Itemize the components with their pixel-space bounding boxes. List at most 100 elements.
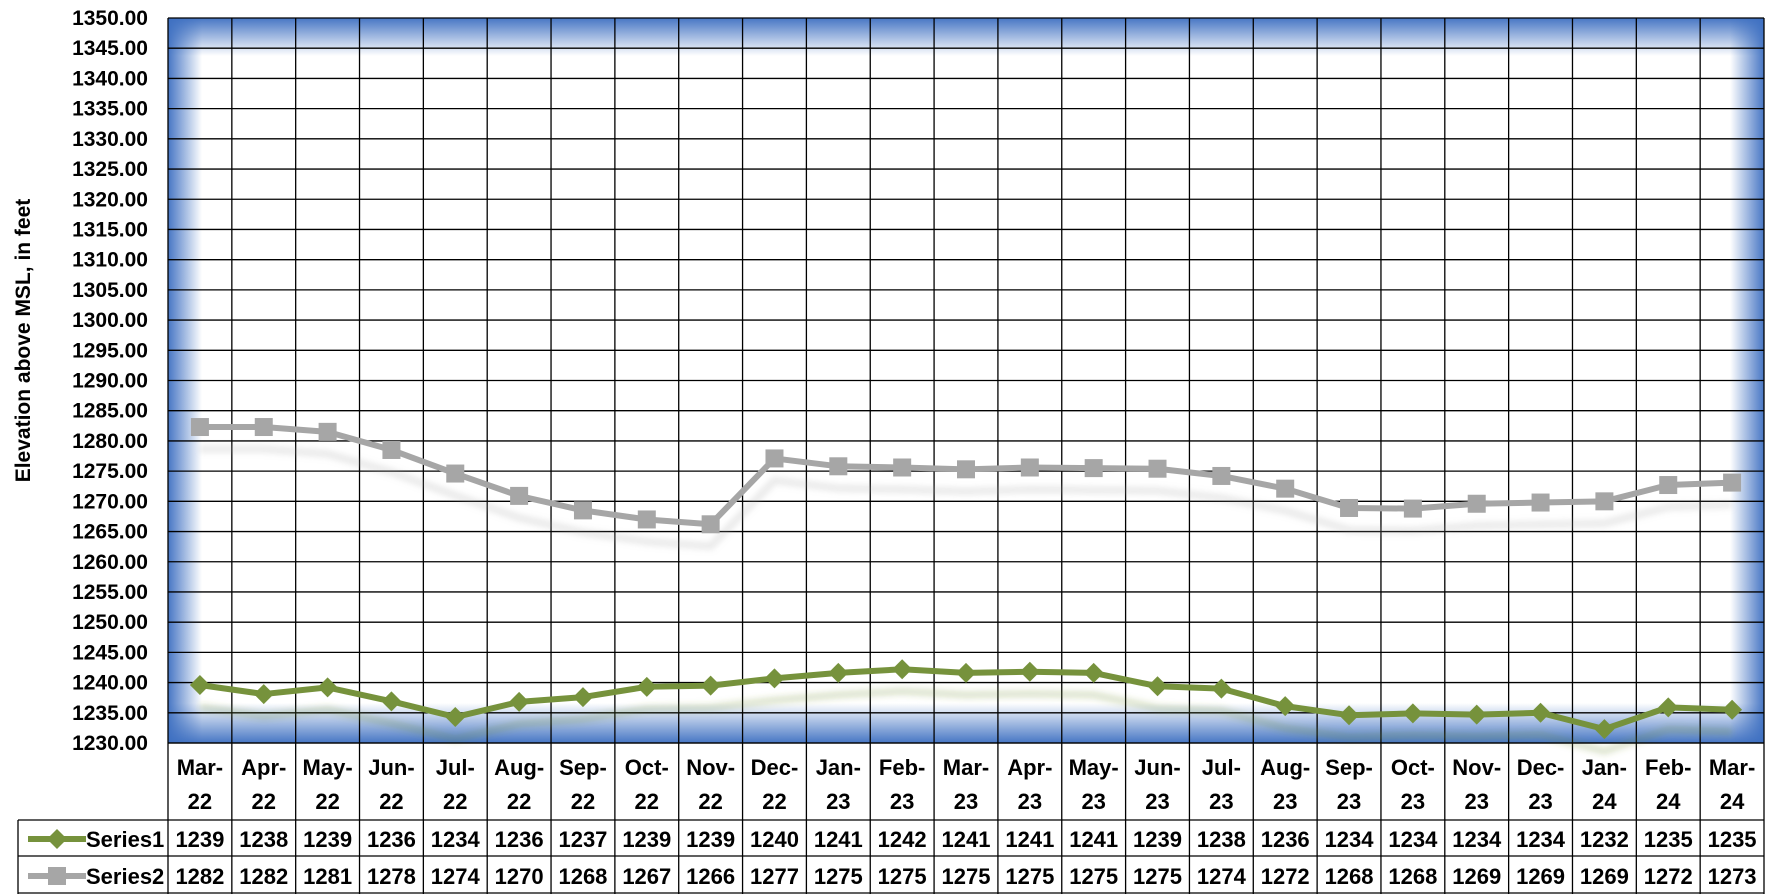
x-category-label: Nov- xyxy=(1452,755,1501,780)
series-reflections xyxy=(199,445,1733,756)
table-cell-value: 1234 xyxy=(1516,827,1566,852)
y-tick-label: 1240.00 xyxy=(72,672,148,695)
data-point xyxy=(764,668,785,689)
y-axis-title: Elevation above MSL, in feet xyxy=(12,199,35,483)
table-cell-value: 1237 xyxy=(558,827,607,852)
data-point xyxy=(1722,699,1743,720)
table-cell-value: 1275 xyxy=(942,864,991,889)
table-cell-value: 1234 xyxy=(431,827,481,852)
table-cell-value: 1275 xyxy=(814,864,863,889)
x-category-label: 22 xyxy=(188,789,212,814)
table-cell-value: 1234 xyxy=(1325,827,1375,852)
data-point xyxy=(254,418,273,437)
x-category-label: 23 xyxy=(826,789,850,814)
x-category-label: May- xyxy=(303,755,353,780)
x-category-label: Jan- xyxy=(816,755,861,780)
x-category-label: Nov- xyxy=(686,755,735,780)
y-tick-label: 1350.00 xyxy=(72,7,148,30)
table-cell-value: 1274 xyxy=(431,864,481,889)
data-point xyxy=(1148,459,1167,478)
table-cell-value: 1275 xyxy=(1005,864,1054,889)
data-point xyxy=(765,449,784,468)
data-point xyxy=(510,486,529,505)
x-category-label: Jul- xyxy=(436,755,475,780)
table-cell-value: 1236 xyxy=(367,827,416,852)
x-category-label: Feb- xyxy=(879,755,925,780)
data-point xyxy=(893,458,912,477)
y-tick-label: 1335.00 xyxy=(72,98,148,121)
table-cell-value: 1267 xyxy=(622,864,671,889)
data-point xyxy=(1403,499,1422,518)
legend-key-marker xyxy=(47,829,67,849)
x-category-label: 22 xyxy=(443,789,467,814)
data-point xyxy=(1340,498,1359,517)
y-tick-label: 1330.00 xyxy=(72,128,148,151)
x-category-label: 22 xyxy=(252,789,276,814)
series-reflection-1 xyxy=(199,687,1733,756)
y-tick-label: 1280.00 xyxy=(72,430,148,453)
data-point xyxy=(189,675,210,695)
y-tick-label: 1260.00 xyxy=(72,551,148,574)
x-category-label: 22 xyxy=(762,789,786,814)
y-tick-label: 1230.00 xyxy=(72,732,148,755)
data-point xyxy=(1339,705,1360,726)
data-point xyxy=(1020,458,1039,477)
x-category-label: May- xyxy=(1069,755,1119,780)
table-cell-value: 1235 xyxy=(1708,827,1757,852)
x-category-label: 23 xyxy=(954,789,978,814)
x-category-label: Sep- xyxy=(559,755,607,780)
data-point xyxy=(957,460,975,479)
x-category-label: 23 xyxy=(1081,789,1105,814)
x-category-label: 24 xyxy=(1720,789,1745,814)
data-point xyxy=(956,662,976,683)
data-point xyxy=(700,675,721,696)
table-cell-value: 1266 xyxy=(686,864,735,889)
table-cell-value: 1282 xyxy=(239,864,288,889)
table-cell-value: 1281 xyxy=(303,864,352,889)
table-cell-value: 1234 xyxy=(1388,827,1438,852)
data-point xyxy=(1084,459,1103,478)
data-point xyxy=(445,707,466,728)
y-tick-label: 1340.00 xyxy=(72,67,148,90)
x-category-label: 22 xyxy=(698,789,722,814)
y-tick-label: 1275.00 xyxy=(72,460,148,483)
table-cell-value: 1235 xyxy=(1644,827,1693,852)
x-category-label: 22 xyxy=(635,789,659,814)
x-category-label: 23 xyxy=(1145,789,1169,814)
table-cell-value: 1272 xyxy=(1644,864,1693,889)
data-point xyxy=(1147,676,1168,697)
data-point xyxy=(1212,466,1231,485)
data-point xyxy=(190,418,209,437)
data-point xyxy=(1658,697,1679,718)
table-cell-value: 1238 xyxy=(1197,827,1246,852)
table-cell-value: 1268 xyxy=(1325,864,1374,889)
data-point xyxy=(573,501,592,520)
data-point xyxy=(1595,492,1614,511)
y-tick-label: 1320.00 xyxy=(72,188,148,211)
x-category-label: 24 xyxy=(1656,789,1681,814)
y-axis-tick-labels: 1230.00 1235.00 1240.00 1245.00 1250.00 1255.… xyxy=(72,7,148,755)
x-category-label: 23 xyxy=(1401,789,1425,814)
x-category-label: 23 xyxy=(1209,789,1233,814)
x-category-label: Sep- xyxy=(1325,755,1373,780)
y-tick-label: 1305.00 xyxy=(72,279,148,302)
data-point xyxy=(828,662,849,683)
data-point xyxy=(446,464,465,483)
x-category-label: 24 xyxy=(1592,789,1617,814)
legend-key-marker xyxy=(48,867,66,885)
x-category-label: Jul- xyxy=(1202,755,1241,780)
x-category-label: 22 xyxy=(315,789,339,814)
data-point xyxy=(1659,476,1678,495)
x-category-label: 22 xyxy=(571,789,595,814)
data-point xyxy=(382,440,401,459)
y-tick-label: 1325.00 xyxy=(72,158,148,181)
data-point xyxy=(1019,661,1040,682)
data-table: Mar- 22 Apr- 22 May- 22 Jun- 22 Jul- 22 Aug- 22 Sep-… xyxy=(17,742,1764,894)
table-cell-value: 1277 xyxy=(750,864,799,889)
data-series xyxy=(189,418,1743,740)
data-point xyxy=(1402,703,1423,724)
x-category-label: Aug- xyxy=(1260,755,1310,780)
y-tick-label: 1235.00 xyxy=(72,702,148,725)
x-category-label: Aug- xyxy=(494,755,544,780)
series-2 xyxy=(190,418,1742,534)
